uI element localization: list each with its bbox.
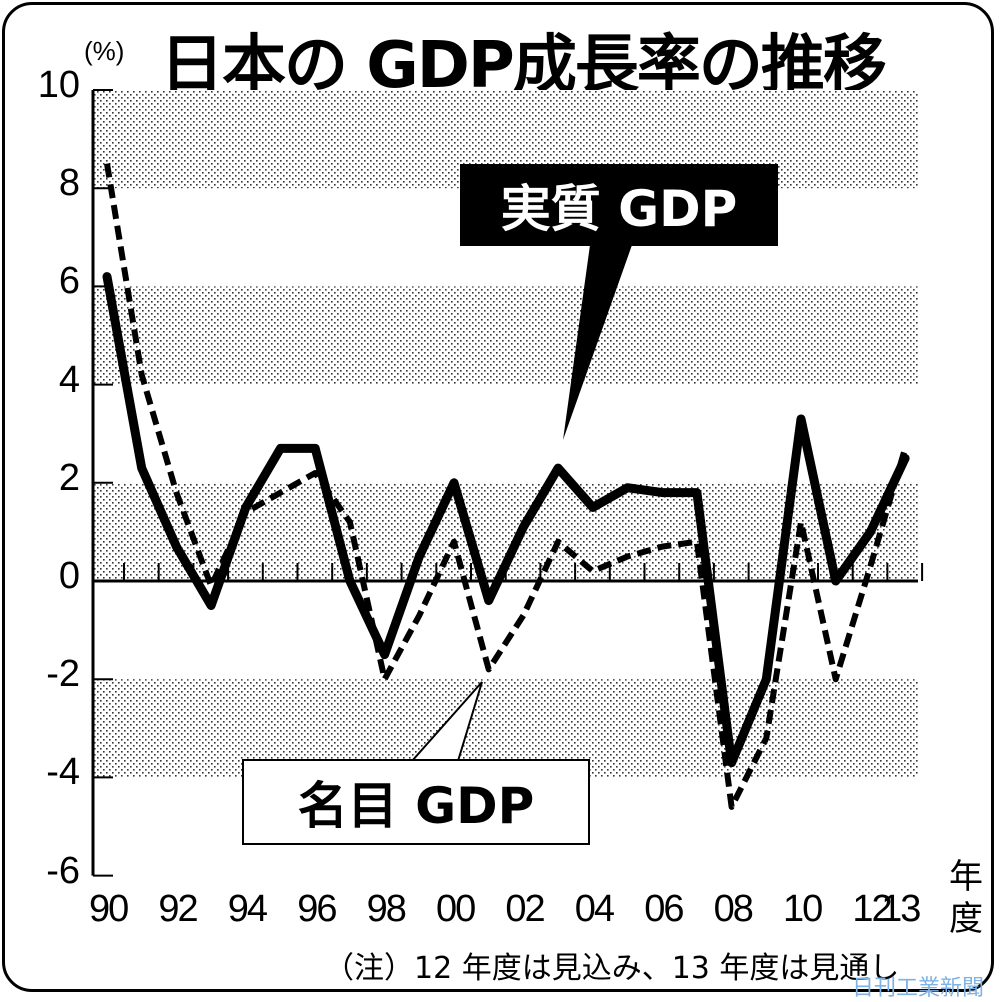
x-tick-label: 04 (574, 888, 615, 930)
x-tick-label: 98 (366, 888, 407, 930)
y-tick-label: 10 (37, 64, 80, 106)
publisher-watermark: 日刊工業新聞 (852, 976, 985, 1001)
x-tick-label: 94 (227, 888, 268, 930)
y-tick-label: 4 (58, 358, 80, 401)
x-tick-label: 10 (783, 888, 823, 930)
x-tick-label: 08 (713, 888, 754, 930)
x-tick-label: 92 (158, 888, 198, 930)
y-tick-label: -2 (46, 653, 80, 696)
y-tick-label: -4 (46, 751, 80, 794)
x-tick-label: 12 (852, 888, 892, 930)
shaded-band (93, 286, 918, 385)
y-axis-unit: (%) (84, 36, 125, 66)
x-tick-label: 90 (89, 888, 129, 930)
x-tick-label: 96 (297, 888, 337, 930)
x-tick-label: 13 (881, 888, 921, 930)
legend-real-gdp: 実質 GDP (460, 164, 778, 246)
real-gdp-pointer (563, 245, 632, 440)
y-tick-label: 6 (58, 260, 80, 303)
x-axis-unit: 年度 (949, 857, 983, 939)
x-tick-label: 00 (436, 888, 476, 930)
y-tick-label: 0 (58, 555, 80, 597)
x-tick-label: 06 (644, 888, 684, 930)
x-tick-label: 02 (505, 888, 545, 930)
data-series (102, 163, 910, 810)
y-tick-label: 8 (58, 162, 80, 205)
footnote: （注）12 年度は見込み、13 年度は見通し (324, 951, 900, 986)
y-tick-label: -6 (46, 849, 80, 892)
y-tick-label: 2 (58, 456, 80, 499)
real-gdp-line (102, 272, 910, 768)
legend-nominal-gdp: 名目 GDP (242, 759, 590, 845)
